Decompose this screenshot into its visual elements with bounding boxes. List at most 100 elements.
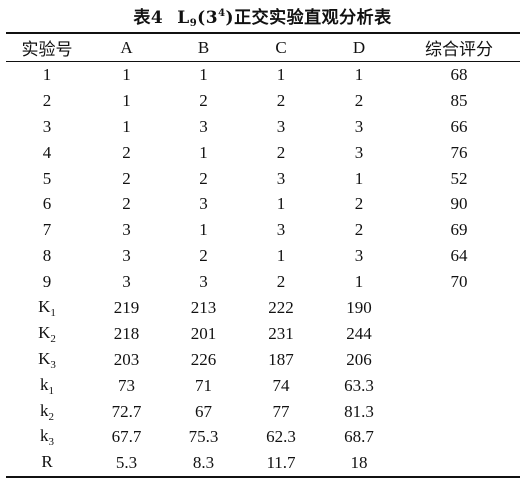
cell-trial-number: 4 bbox=[42, 142, 52, 162]
table-row: 2 1 2 2 2 85 bbox=[6, 88, 520, 114]
orthogonal-analysis-table: 实验号 A B C D 综合评分 1 1 1 1 1 68 2 1 2 2 2 85 3 1 3 3 3 66 4 2… bbox=[6, 32, 520, 478]
caption-paren-close: ) bbox=[225, 8, 235, 28]
table-body: 1 1 1 1 1 68 2 1 2 2 2 85 3 1 3 3 3 66 4 2 1 2 3 76 5 2 2 3 1 52 6 2 3 1 2… bbox=[6, 62, 520, 478]
cell-factor-a: 2 bbox=[122, 194, 131, 214]
empty-cell bbox=[398, 373, 520, 399]
caption-exponent: 4 bbox=[218, 8, 226, 19]
table-row: 5 2 2 3 1 52 bbox=[6, 166, 520, 192]
empty-cell bbox=[398, 347, 520, 373]
caption-base: 3 bbox=[205, 8, 219, 28]
analysis-symbol: k bbox=[40, 374, 49, 394]
cell-factor-d: 3 bbox=[354, 246, 364, 266]
cell-score: 85 bbox=[450, 90, 468, 110]
empty-cell bbox=[398, 450, 520, 477]
cell-score: 64 bbox=[450, 246, 468, 266]
caption-text: 正交实验直观分析表 bbox=[234, 8, 392, 28]
table-row: 8 3 2 1 3 64 bbox=[6, 243, 520, 269]
analysis-value: 77 bbox=[272, 401, 290, 421]
analysis-row: k3 67.7 75.3 62.3 68.7 bbox=[6, 424, 520, 450]
table-row: 6 2 3 1 2 90 bbox=[6, 191, 520, 217]
cell-factor-c: 2 bbox=[276, 272, 286, 292]
analysis-value: 213 bbox=[190, 297, 217, 317]
cell-score: 66 bbox=[450, 116, 468, 136]
header-row: 实验号 A B C D 综合评分 bbox=[6, 33, 520, 62]
analysis-symbol: k bbox=[40, 400, 49, 420]
analysis-value: 226 bbox=[190, 349, 217, 369]
analysis-value: 68.7 bbox=[344, 427, 374, 447]
cell-factor-c: 1 bbox=[276, 246, 286, 266]
analysis-row: K2 218 201 231 244 bbox=[6, 321, 520, 347]
cell-factor-b: 3 bbox=[199, 194, 208, 214]
analysis-value: 67 bbox=[195, 401, 212, 421]
analysis-symbol-subscript: 2 bbox=[50, 332, 56, 345]
cell-trial-number: 3 bbox=[42, 116, 52, 136]
analysis-value: 218 bbox=[113, 323, 140, 343]
cell-factor-b: 2 bbox=[199, 90, 208, 110]
cell-factor-b: 1 bbox=[199, 64, 208, 84]
analysis-value: 206 bbox=[346, 349, 372, 369]
analysis-symbol: K bbox=[38, 296, 51, 316]
table-row: 4 2 1 2 3 76 bbox=[6, 140, 520, 166]
cell-trial-number: 6 bbox=[42, 194, 52, 214]
cell-trial-number: 7 bbox=[42, 220, 52, 240]
cell-factor-a: 3 bbox=[122, 220, 131, 240]
analysis-label: k1 bbox=[6, 373, 88, 399]
cell-factor-d: 2 bbox=[354, 220, 364, 240]
cell-score: 68 bbox=[450, 64, 468, 84]
cell-score: 52 bbox=[450, 168, 468, 188]
analysis-row: k1 73 71 74 63.3 bbox=[6, 373, 520, 399]
cell-score: 76 bbox=[450, 142, 468, 162]
analysis-value: 219 bbox=[113, 297, 140, 317]
cell-factor-b: 1 bbox=[199, 220, 208, 240]
cell-factor-d: 2 bbox=[354, 90, 364, 110]
cell-factor-d: 3 bbox=[354, 142, 364, 162]
cell-factor-a: 3 bbox=[122, 246, 131, 266]
analysis-value: 222 bbox=[268, 297, 294, 317]
analysis-value: 73 bbox=[118, 375, 135, 395]
empty-cell bbox=[398, 399, 520, 425]
analysis-label: k2 bbox=[6, 399, 88, 425]
analysis-row: K3 203 226 187 206 bbox=[6, 347, 520, 373]
cell-factor-c: 3 bbox=[276, 220, 286, 240]
cell-factor-a: 2 bbox=[122, 168, 131, 188]
cell-factor-b: 2 bbox=[199, 246, 208, 266]
analysis-value: 67.7 bbox=[111, 427, 142, 447]
cell-factor-d: 3 bbox=[354, 116, 364, 136]
caption-label: 表4 bbox=[133, 8, 164, 28]
analysis-value: 244 bbox=[346, 323, 372, 343]
cell-factor-b: 2 bbox=[199, 168, 208, 188]
cell-factor-a: 3 bbox=[122, 272, 131, 292]
cell-factor-a: 1 bbox=[122, 90, 131, 110]
header-factor-d: D bbox=[352, 37, 366, 57]
analysis-value: 8.3 bbox=[192, 453, 215, 473]
analysis-value: 187 bbox=[268, 349, 294, 369]
analysis-value: 81.3 bbox=[344, 401, 374, 421]
cell-factor-c: 3 bbox=[276, 168, 286, 188]
table-row: 9 3 3 2 1 70 bbox=[6, 269, 520, 295]
empty-cell bbox=[398, 321, 520, 347]
analysis-value: 231 bbox=[268, 323, 294, 343]
caption-symbol: L bbox=[177, 8, 190, 28]
analysis-symbol-subscript: 2 bbox=[48, 410, 55, 423]
cell-factor-b: 3 bbox=[199, 272, 208, 292]
analysis-value: 190 bbox=[346, 297, 372, 317]
analysis-value: 71 bbox=[195, 375, 212, 395]
analysis-symbol-subscript: 1 bbox=[50, 306, 56, 319]
analysis-label: K3 bbox=[6, 347, 88, 373]
cell-factor-b: 1 bbox=[199, 142, 208, 162]
analysis-row: K1 219 213 222 190 bbox=[6, 295, 520, 321]
analysis-symbol-subscript: 1 bbox=[48, 384, 55, 397]
cell-score: 90 bbox=[450, 194, 468, 214]
empty-cell bbox=[398, 295, 520, 321]
analysis-label: R bbox=[6, 450, 88, 477]
analysis-value: 62.3 bbox=[266, 427, 296, 447]
cell-trial-number: 5 bbox=[42, 168, 52, 188]
table-row: 3 1 3 3 3 66 bbox=[6, 114, 520, 140]
analysis-value: 11.7 bbox=[266, 453, 296, 473]
cell-trial-number: 9 bbox=[42, 272, 52, 292]
cell-factor-c: 1 bbox=[276, 194, 286, 214]
header-factor-c: C bbox=[275, 37, 287, 57]
analysis-value: 72.7 bbox=[111, 401, 142, 421]
cell-factor-c: 1 bbox=[276, 64, 286, 84]
analysis-label: K1 bbox=[6, 295, 88, 321]
